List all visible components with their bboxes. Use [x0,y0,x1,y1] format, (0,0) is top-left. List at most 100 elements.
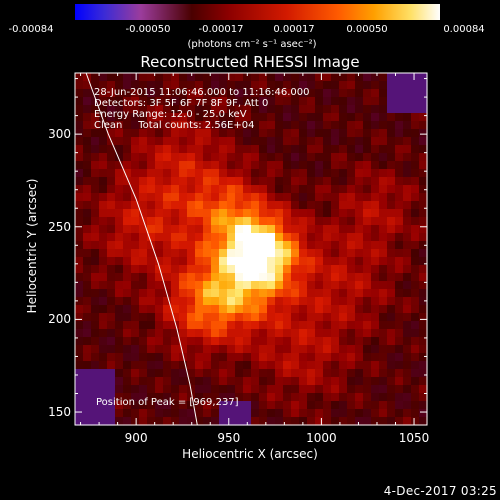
heatmap-cell [379,353,388,362]
heatmap-cell [123,289,132,298]
heatmap-cell [139,273,148,282]
heatmap-cell [123,241,132,250]
heatmap-cell [83,265,92,274]
heatmap-cell [283,361,292,370]
heatmap-cell [355,113,364,122]
heatmap-cell [395,337,404,346]
heatmap-cell [355,225,364,234]
heatmap-cell [147,409,156,418]
heatmap-cell [99,305,108,314]
colorbar-units: (photons cm⁻² s⁻¹ asec⁻²) [187,39,317,50]
heatmap-cell [315,161,324,170]
heatmap-cell [91,105,100,114]
heatmap-cell [139,169,148,178]
heatmap-cell [315,377,324,386]
heatmap-cell [139,337,148,346]
heatmap-cell [211,345,220,354]
heatmap-cell [355,273,364,282]
heatmap-cell [75,161,84,170]
heatmap-cell [403,257,412,266]
heatmap-cell [163,233,172,242]
heatmap-cell [291,217,300,226]
heatmap-cell [91,73,100,82]
heatmap-cell [379,273,388,282]
heatmap-cell [323,169,332,178]
heatmap-cell [235,393,244,402]
heatmap-cell [83,361,92,370]
heatmap-cell [299,321,308,330]
heatmap-cell [291,257,300,266]
heatmap-cell [83,209,92,218]
heatmap-cell [227,153,236,162]
heatmap-cell [243,105,252,114]
heatmap-cell [371,329,380,338]
heatmap-cell [323,249,332,258]
heatmap-cell [315,225,324,234]
heatmap-cell [347,297,356,306]
heatmap-cell [251,265,260,274]
heatmap-cell [91,241,100,250]
heatmap-cell [219,361,228,370]
heatmap-cell [347,385,356,394]
heatmap-cell [395,401,404,410]
heatmap-cell [363,145,372,154]
heatmap-cell [83,417,92,426]
heatmap-cell [315,97,324,106]
heatmap-cell [155,129,164,138]
heatmap-cell [251,121,260,130]
heatmap-cell [179,401,188,410]
heatmap-cell [123,401,132,410]
heatmap-cell [211,153,220,162]
heatmap-cell [331,281,340,290]
heatmap-cell [403,337,412,346]
heatmap-cell [219,281,228,290]
heatmap-cell [139,257,148,266]
heatmap-cell [203,401,212,410]
colorbar-tick-label: -0.00084 [8,24,54,35]
heatmap-cell [155,241,164,250]
heatmap-cell [371,345,380,354]
heatmap-cell [99,113,108,122]
heatmap-cell [299,265,308,274]
heatmap-cell [339,177,348,186]
heatmap-cell [347,369,356,378]
heatmap-cell [371,241,380,250]
heatmap-cell [131,281,140,290]
heatmap-cell [243,361,252,370]
heatmap-cell [395,393,404,402]
heatmap-cell [179,385,188,394]
heatmap-cell [259,305,268,314]
heatmap-cell [395,113,404,122]
heatmap-cell [115,233,124,242]
heatmap-cell [219,169,228,178]
heatmap-cell [307,121,316,130]
heatmap-cell [99,417,108,426]
heatmap-cell [387,97,396,106]
heatmap-cell [171,409,180,418]
heatmap-cell [395,249,404,258]
heatmap-cell [259,121,268,130]
heatmap-cell [91,401,100,410]
heatmap-cell [115,81,124,90]
heatmap-cell [187,153,196,162]
heatmap-cell [267,289,276,298]
heatmap-cell [99,257,108,266]
heatmap-cell [83,345,92,354]
heatmap-cell [115,353,124,362]
heatmap-cell [179,73,188,82]
heatmap-cell [307,393,316,402]
heatmap-cell [419,241,428,250]
heatmap-cell [371,305,380,314]
heatmap-cell [179,417,188,426]
heatmap-cell [243,281,252,290]
heatmap-cell [267,353,276,362]
heatmap-cell [251,337,260,346]
heatmap-cell [107,145,116,154]
heatmap-cell [123,193,132,202]
heatmap-cell [379,385,388,394]
heatmap-cell [163,345,172,354]
heatmap-cell [115,209,124,218]
heatmap-cell [283,217,292,226]
heatmap-cell [155,409,164,418]
heatmap-cell [419,337,428,346]
